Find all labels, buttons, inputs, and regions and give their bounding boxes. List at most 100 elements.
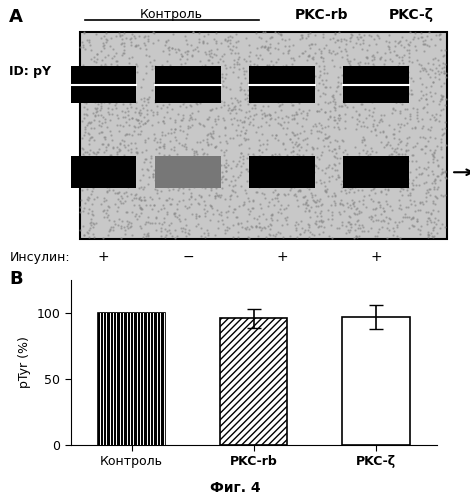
Point	[148, 152, 155, 160]
Point	[290, 130, 298, 138]
Point	[172, 126, 179, 134]
Point	[261, 43, 268, 51]
Point	[336, 28, 343, 36]
Point	[379, 167, 387, 175]
Point	[196, 81, 204, 89]
Point	[439, 59, 447, 67]
Point	[282, 42, 289, 50]
Point	[367, 224, 375, 232]
Point	[350, 103, 357, 111]
Point	[210, 126, 217, 134]
Point	[117, 155, 125, 163]
Point	[390, 228, 397, 235]
Point	[266, 225, 274, 233]
Point	[186, 82, 194, 90]
Point	[230, 42, 237, 50]
Point	[144, 166, 152, 174]
Point	[375, 228, 382, 236]
Point	[76, 208, 84, 216]
Point	[299, 106, 306, 114]
Point	[319, 218, 326, 226]
Point	[364, 92, 372, 100]
Point	[296, 152, 303, 160]
Point	[404, 146, 411, 154]
Point	[91, 136, 98, 144]
Point	[88, 210, 95, 218]
Point	[97, 66, 105, 74]
Point	[243, 226, 250, 234]
Point	[391, 42, 398, 50]
Point	[367, 195, 375, 203]
Point	[368, 213, 376, 221]
Point	[177, 78, 184, 86]
Point	[239, 156, 247, 164]
Point	[297, 82, 304, 90]
Point	[434, 161, 441, 169]
Point	[327, 84, 334, 92]
Point	[104, 202, 112, 210]
Point	[157, 135, 164, 143]
Point	[196, 200, 203, 208]
Point	[303, 115, 310, 123]
Point	[376, 156, 384, 164]
Point	[234, 121, 242, 129]
Point	[194, 64, 202, 72]
Point	[190, 150, 198, 158]
Point	[286, 134, 293, 142]
Point	[196, 119, 203, 127]
Point	[167, 64, 174, 72]
Point	[246, 62, 254, 70]
Point	[78, 170, 86, 178]
Point	[248, 222, 255, 230]
Point	[260, 64, 268, 72]
Point	[180, 184, 187, 192]
Point	[149, 108, 157, 116]
Point	[168, 82, 176, 90]
Point	[423, 96, 430, 104]
Point	[274, 119, 282, 127]
Point	[100, 113, 107, 121]
Point	[91, 98, 99, 106]
Point	[338, 71, 345, 79]
Point	[412, 42, 419, 50]
Point	[264, 136, 271, 144]
Point	[126, 100, 133, 108]
Point	[387, 97, 395, 105]
Point	[204, 180, 212, 188]
Point	[320, 178, 328, 186]
Point	[131, 42, 139, 50]
Point	[85, 194, 93, 202]
Point	[424, 163, 431, 171]
Point	[401, 210, 409, 218]
Point	[331, 116, 339, 124]
Point	[417, 170, 424, 178]
Point	[369, 122, 377, 130]
Point	[168, 94, 175, 102]
Point	[249, 88, 257, 96]
Point	[146, 200, 153, 208]
Point	[326, 48, 333, 56]
Point	[83, 36, 91, 44]
Point	[375, 81, 382, 89]
Point	[95, 94, 102, 102]
Point	[150, 201, 158, 209]
Point	[342, 124, 349, 132]
Point	[113, 148, 121, 156]
Point	[397, 108, 404, 116]
Point	[243, 126, 250, 134]
Point	[102, 146, 110, 154]
Point	[253, 66, 261, 74]
Point	[298, 31, 306, 39]
Point	[192, 214, 200, 222]
Point	[87, 56, 95, 64]
Point	[210, 50, 218, 58]
Point	[361, 60, 368, 68]
Point	[250, 76, 257, 84]
Point	[118, 107, 125, 115]
Point	[379, 78, 386, 86]
Point	[388, 57, 395, 65]
Point	[309, 92, 317, 100]
Point	[182, 145, 189, 153]
Point	[110, 154, 118, 162]
Point	[221, 230, 229, 237]
